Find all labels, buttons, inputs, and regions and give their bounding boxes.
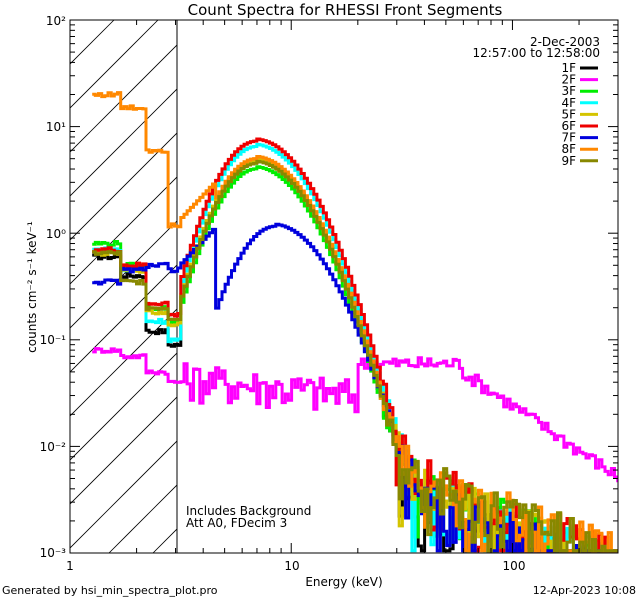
y-tick-label-1e-1: 10⁻¹ [40,333,67,347]
hatch-line [593,20,640,553]
y-tick-label-1e-2: 10⁻² [40,440,67,454]
hatch-line [70,440,177,549]
hatch-line [108,484,177,553]
legend-label-4f: 4F [561,96,576,110]
hatch-line [70,352,177,461]
x-tick-labels: 1 10 100 [66,559,525,573]
y-tick-label-1e-3: 10⁻³ [40,546,67,560]
x-tick-label-1: 1 [66,559,74,573]
hatch-line [417,20,640,553]
y-axis-label: counts cm⁻² s⁻¹ keV⁻¹ [25,221,39,353]
legend-label-6f: 6F [561,119,576,133]
hatch-line [70,220,177,329]
footer-timestamp: 12-Apr-2023 10:08 [533,584,636,597]
attenuator-note: Att A0, FDecim 3 [186,516,287,530]
series-line-5f [92,156,618,553]
hatch-line [70,396,177,505]
x-axis-label: Energy (keV) [305,575,382,589]
legend-label-7f: 7F [561,131,576,145]
date-label: 2-Dec-2003 [530,35,600,49]
hatch-line [70,20,159,109]
y-tick-label-1e2: 10² [46,14,66,28]
legend-label-2f: 2F [561,73,576,87]
time-range-label: 12:57:00 to 12:58:00 [473,46,600,60]
legend-label-1f: 1F [561,61,576,75]
x-tick-label-100: 100 [503,559,526,573]
plot-frame [69,19,619,554]
legend-label-9f: 9F [561,154,576,168]
y-tick-label-1e0: 10⁰ [46,227,66,241]
excluded-region [70,20,640,553]
hatch-line [70,88,177,197]
series-line-1f [92,158,618,553]
series-line-8f [92,91,618,553]
y-tick-label-1e1: 10¹ [46,120,66,134]
series-line-9f [92,159,618,553]
hatch-lines [70,20,640,553]
hatch-line [70,44,177,153]
legend-label-8f: 8F [561,142,576,156]
series-line-2f [92,347,618,483]
hatch-line [329,20,640,553]
footer-generator: Generated by hsi_min_spectra_plot.pro [2,584,218,597]
legend-label-3f: 3F [561,84,576,98]
legend-label-5f: 5F [561,107,576,121]
hatch-line [70,176,177,285]
background-note: Includes Background [186,504,311,518]
hatch-line [70,264,177,373]
y-tick-labels: 10⁻³ 10⁻² 10⁻¹ 10⁰ 10¹ 10² [40,14,67,560]
hatch-line [70,20,115,65]
series-line-7f [92,222,618,553]
chart-title: Count Spectra for RHESSI Front Segments [188,1,503,19]
axis-ticks [69,19,619,554]
x-tick-label-10: 10 [284,559,299,573]
series-lines [92,91,618,553]
